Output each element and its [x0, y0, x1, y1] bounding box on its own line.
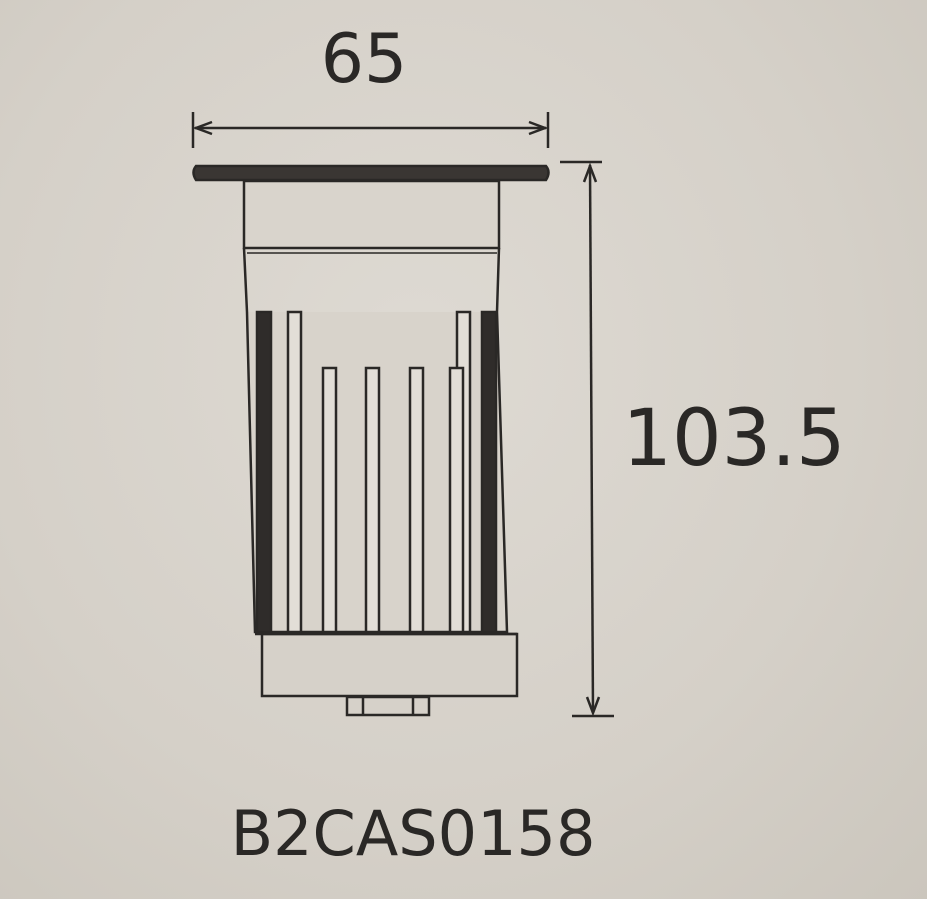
bottom-base — [260, 632, 519, 698]
height-arrow-bottom — [585, 696, 601, 717]
fin-tall-left — [286, 310, 303, 634]
width-dimension — [191, 112, 550, 148]
body-taper — [242, 247, 501, 313]
width-arrow-right — [528, 120, 549, 136]
fin-inner-3 — [408, 366, 425, 634]
fin-outer-right — [480, 310, 498, 634]
height-dimension — [560, 160, 614, 718]
fin-inner-4 — [448, 366, 465, 634]
height-dimension-line — [588, 164, 595, 714]
width-arrow-left — [192, 120, 213, 136]
fin-inner-2 — [364, 366, 381, 634]
upper-collar — [242, 179, 501, 250]
model-code: B2CAS0158 — [231, 797, 596, 870]
top-flange — [192, 164, 550, 182]
height-label: 103.5 — [622, 394, 845, 484]
width-label: 65 — [321, 20, 408, 99]
light-fixture — [192, 164, 550, 717]
fin-inner-1 — [321, 366, 338, 634]
cable-gland — [345, 695, 431, 717]
fin-outer-left — [255, 310, 273, 634]
height-arrow-top — [582, 162, 598, 183]
